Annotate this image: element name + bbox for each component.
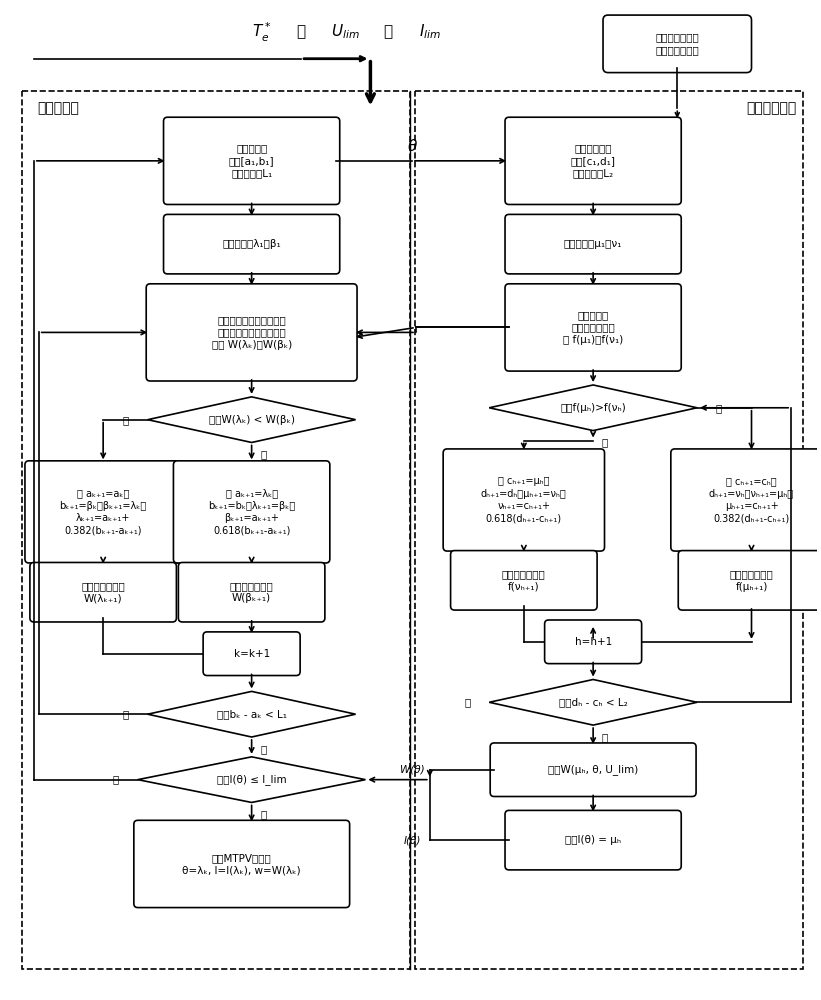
FancyBboxPatch shape (173, 461, 330, 563)
Text: 令 cₕ₊₁=cₕ，
dₕ₊₁=νₕ，νₕ₊₁=μₕ，
μₕ₊₁=cₕ₊₁+
0.382(dₕ₊₁-cₕ₊₁): 令 cₕ₊₁=cₕ， dₕ₊₁=νₕ，νₕ₊₁=μₕ， μₕ₊₁=cₕ₊₁+ 0… (709, 476, 794, 524)
FancyBboxPatch shape (505, 117, 681, 204)
Text: 否: 否 (123, 415, 129, 425)
Text: $U_{lim}$: $U_{lim}$ (332, 23, 360, 41)
Text: W(θ): W(θ) (400, 765, 424, 775)
Text: 判断bₖ - aₖ < L₁: 判断bₖ - aₖ < L₁ (217, 709, 287, 719)
Text: θ: θ (407, 139, 417, 154)
FancyBboxPatch shape (603, 15, 751, 73)
Text: 计算目标函数值
W(βₖ₊₁): 计算目标函数值 W(βₖ₊₁) (230, 581, 273, 603)
Text: 计算W(μₕ, θ, U_lim): 计算W(μₕ, θ, U_lim) (548, 764, 638, 775)
FancyBboxPatch shape (490, 743, 696, 797)
Text: $T_e^*$: $T_e^*$ (252, 20, 271, 44)
Text: 电流幅值迭代: 电流幅值迭代 (746, 101, 796, 115)
FancyBboxPatch shape (671, 449, 821, 551)
Text: 否: 否 (123, 709, 129, 719)
Text: 输出I(θ) = μₕ: 输出I(θ) = μₕ (565, 835, 621, 845)
FancyBboxPatch shape (146, 284, 357, 381)
Text: 判断W(λₖ) < W(βₖ): 判断W(λₖ) < W(βₖ) (209, 415, 295, 425)
FancyBboxPatch shape (505, 810, 681, 870)
Text: 是: 是 (602, 732, 608, 742)
Text: 电流幅值初值
区间[c₁,d₁]
及精度要求L₂: 电流幅值初值 区间[c₁,d₁] 及精度要求L₂ (571, 143, 616, 178)
Bar (22, 91, 410, 969)
FancyBboxPatch shape (30, 562, 177, 622)
Text: k=k+1: k=k+1 (233, 649, 270, 659)
Text: 是: 是 (260, 809, 267, 819)
Text: 电流角迭代: 电流角迭代 (38, 101, 80, 115)
Text: 计算试探点
对应的目标函数
值 f(μ₁)、f(ν₁): 计算试探点 对应的目标函数 值 f(μ₁)、f(ν₁) (563, 310, 623, 345)
FancyBboxPatch shape (25, 461, 181, 563)
FancyBboxPatch shape (505, 284, 681, 371)
FancyBboxPatch shape (443, 449, 604, 551)
Text: 计算目标函数值
W(λₖ₊₁): 计算目标函数值 W(λₖ₊₁) (81, 581, 125, 603)
Text: 是: 是 (260, 744, 267, 754)
Text: 、: 、 (296, 24, 305, 39)
Text: 计算目标函数值
f(μₕ₊₁): 计算目标函数值 f(μₕ₊₁) (730, 569, 773, 592)
Text: 、: 、 (383, 24, 392, 39)
FancyBboxPatch shape (505, 214, 681, 274)
FancyBboxPatch shape (163, 214, 340, 274)
Polygon shape (148, 397, 355, 442)
Text: 是: 是 (260, 449, 267, 459)
Text: 判断f(μₕ)>f(νₕ): 判断f(μₕ)>f(νₕ) (560, 403, 626, 413)
Text: I(θ): I(θ) (403, 835, 420, 845)
FancyBboxPatch shape (678, 551, 821, 610)
Text: 否: 否 (113, 775, 119, 785)
Text: 计算试探点μ₁、ν₁: 计算试探点μ₁、ν₁ (564, 239, 622, 249)
Text: 电流角初值
区间[a₁,b₁]
及精度要求L₁: 电流角初值 区间[a₁,b₁] 及精度要求L₁ (229, 143, 274, 178)
FancyBboxPatch shape (544, 620, 642, 664)
Polygon shape (138, 757, 365, 802)
Bar (415, 91, 803, 969)
Polygon shape (489, 385, 697, 431)
Text: 判断I(θ) ≤ I_lim: 判断I(θ) ≤ I_lim (217, 774, 287, 785)
Text: 令 aₖ₊₁=aₖ，
bₖ₊₁=βₖ，βₖ₊₁=λₖ，
λₖ₊₁=aₖ₊₁+
0.382(bₖ₊₁-aₖ₊₁): 令 aₖ₊₁=aₖ， bₖ₊₁=βₖ，βₖ₊₁=λₖ， λₖ₊₁=aₖ₊₁+ 0… (60, 488, 147, 536)
FancyBboxPatch shape (178, 562, 325, 622)
Text: 否: 否 (716, 403, 722, 413)
Text: 计算目标函数值
f(νₕ₊₁): 计算目标函数值 f(νₕ₊₁) (502, 569, 546, 592)
Polygon shape (489, 679, 697, 725)
Text: 令 cₕ₊₁=μₕ，
dₕ₊₁=dₕ，μₕ₊₁=νₕ，
νₕ₊₁=cₕ₊₁+
0.618(dₕ₊₁-cₕ₊₁): 令 cₕ₊₁=μₕ， dₕ₊₁=dₕ，μₕ₊₁=νₕ， νₕ₊₁=cₕ₊₁+ 0… (481, 476, 566, 524)
FancyBboxPatch shape (203, 632, 300, 676)
Text: 计算试探点λ₁、β₁: 计算试探点λ₁、β₁ (222, 239, 281, 249)
FancyBboxPatch shape (134, 820, 350, 908)
FancyBboxPatch shape (163, 117, 340, 204)
Text: 是: 是 (602, 437, 608, 447)
Text: $I_{lim}$: $I_{lim}$ (419, 23, 441, 41)
Text: 嵌套电流幅值迭代循环，
计算试探点对应的目标函
数值 W(λₖ)、W(βₖ): 嵌套电流幅值迭代循环， 计算试探点对应的目标函 数值 W(λₖ)、W(βₖ) (212, 315, 291, 350)
Text: 电机非线性负载
交直轴磁链模型: 电机非线性负载 交直轴磁链模型 (655, 32, 699, 55)
Text: 否: 否 (465, 697, 470, 707)
FancyBboxPatch shape (451, 551, 597, 610)
Text: 令 aₖ₊₁=λₖ，
bₖ₊₁=bₖ，λₖ₊₁=βₖ，
βₖ₊₁=aₖ₊₁+
0.618(bₖ₊₁-aₖ₊₁): 令 aₖ₊₁=λₖ， bₖ₊₁=bₖ，λₖ₊₁=βₖ， βₖ₊₁=aₖ₊₁+ 0… (208, 488, 296, 536)
Text: 输出MTPV轨迹，
θ=λₖ, I=I(λₖ), w=W(λₖ): 输出MTPV轨迹， θ=λₖ, I=I(λₖ), w=W(λₖ) (182, 853, 301, 875)
Text: 判断dₕ - cₕ < L₂: 判断dₕ - cₕ < L₂ (559, 697, 627, 707)
Text: h=h+1: h=h+1 (575, 637, 612, 647)
Polygon shape (148, 691, 355, 737)
